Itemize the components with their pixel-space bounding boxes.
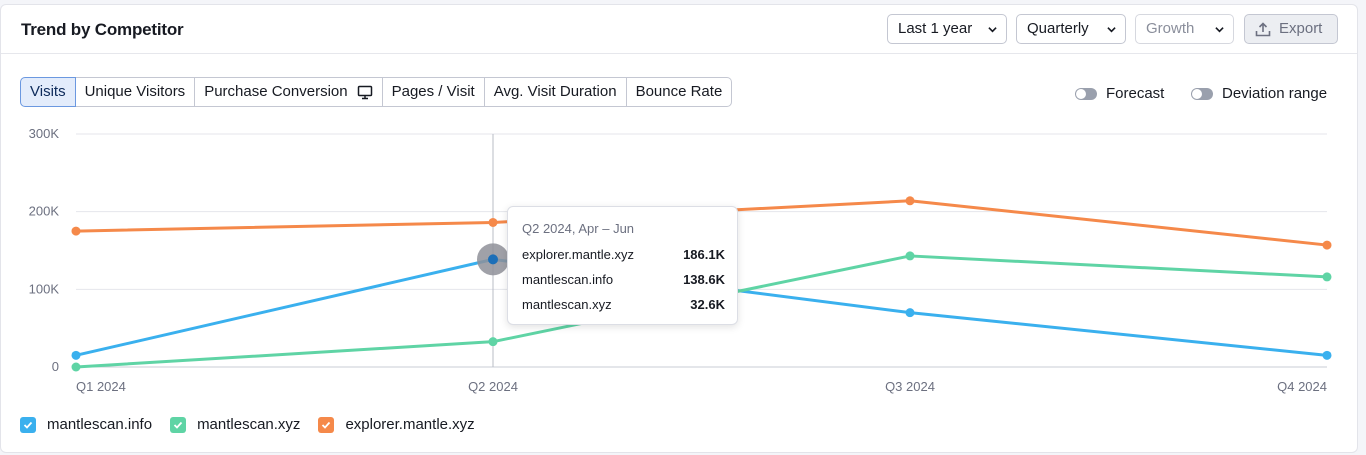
tab-avg-visit-duration[interactable]: Avg. Visit Duration (484, 77, 627, 107)
period-label: Last 1 year (898, 20, 973, 37)
data-point (71, 362, 81, 372)
chevron-down-icon (988, 27, 997, 33)
tab-bounce-rate[interactable]: Bounce Rate (626, 77, 733, 107)
tooltip-title: Q2 2024, Apr – Jun (522, 221, 635, 236)
y-tick-label: 0 (52, 359, 59, 374)
tooltip-row: explorer.mantle.xyz 186.1K (522, 247, 725, 262)
tooltip-series-name: mantlescan.info (522, 272, 614, 287)
tooltip-series-value: 138.6K (683, 272, 725, 287)
data-point (71, 226, 81, 236)
chevron-down-icon (1107, 27, 1116, 33)
toggle-switch[interactable] (1191, 87, 1213, 100)
chevron-down-icon (1215, 27, 1224, 33)
monitor-icon (357, 85, 372, 99)
deviation-range-toggle[interactable]: Deviation range (1191, 85, 1327, 102)
tab-label: Visits (30, 83, 66, 100)
x-tick-label: Q4 2024 (1277, 379, 1327, 394)
check-icon (23, 421, 33, 429)
check-icon (173, 421, 183, 429)
tab-label: Pages / Visit (391, 83, 475, 100)
card-title: Trend by Competitor (21, 20, 184, 39)
tab-label: Bounce Rate (635, 83, 723, 100)
tooltip-series-value: 186.1K (683, 247, 725, 262)
metric-tabs: Visits Unique Visitors Purchase Conversi… (20, 77, 733, 107)
checkbox[interactable] (318, 416, 335, 433)
checkbox[interactable] (20, 416, 36, 433)
upload-icon (1255, 22, 1271, 37)
forecast-toggle[interactable]: Forecast (1075, 85, 1164, 102)
legend-item-explorer-mantle-xyz[interactable]: explorer.mantle.xyz (318, 416, 475, 433)
x-tick-label: Q1 2024 (76, 379, 126, 394)
growth-label: Growth (1146, 20, 1195, 37)
data-point (905, 196, 915, 206)
data-point (1322, 272, 1332, 282)
data-point (488, 217, 498, 227)
granularity-dropdown[interactable]: Quarterly (1016, 14, 1126, 44)
y-tick-label: 300K (29, 126, 60, 141)
tooltip-series-name: explorer.mantle.xyz (522, 247, 634, 262)
legend-label: mantlescan.info (47, 416, 153, 433)
tab-label: Unique Visitors (84, 83, 186, 100)
card-header: Trend by Competitor Last 1 year Quarterl… (1, 5, 1357, 54)
check-icon (322, 421, 331, 429)
x-tick-label: Q3 2024 (885, 379, 935, 394)
tooltip-row: mantlescan.xyz 32.6K (522, 297, 725, 312)
trend-card: Trend by Competitor Last 1 year Quarterl… (0, 4, 1358, 453)
legend-item-mantlescan-info[interactable]: mantlescan.info (20, 416, 152, 433)
export-label: Export (1279, 20, 1323, 37)
data-point (488, 254, 498, 265)
legend-label: explorer.mantle.xyz (345, 416, 475, 433)
tab-label: Purchase Conversion (204, 83, 348, 100)
data-point (71, 350, 81, 360)
data-point (1322, 240, 1332, 250)
legend-item-mantlescan-xyz[interactable]: mantlescan.xyz (170, 416, 300, 433)
chart-legend: mantlescan.info mantlescan.xyz explorer.… (20, 416, 493, 433)
x-tick-label: Q2 2024 (468, 379, 518, 394)
legend-label: mantlescan.xyz (197, 416, 301, 433)
y-tick-label: 100K (29, 281, 60, 296)
y-tick-label: 200K (29, 204, 60, 219)
granularity-label: Quarterly (1027, 20, 1089, 37)
tab-visits[interactable]: Visits (20, 77, 76, 107)
forecast-label: Forecast (1106, 85, 1165, 102)
tab-pages-per-visit[interactable]: Pages / Visit (382, 77, 485, 107)
data-point (488, 337, 498, 347)
data-point (1322, 350, 1332, 360)
data-point (905, 251, 915, 261)
export-button[interactable]: Export (1244, 14, 1338, 44)
deviation-label: Deviation range (1222, 85, 1328, 102)
period-dropdown[interactable]: Last 1 year (887, 14, 1007, 44)
data-point (905, 308, 915, 318)
tooltip-row: mantlescan.info 138.6K (522, 272, 725, 287)
chart-tooltip: Q2 2024, Apr – Jun explorer.mantle.xyz 1… (507, 206, 738, 325)
tab-unique-visitors[interactable]: Unique Visitors (75, 77, 196, 107)
tooltip-series-value: 32.6K (690, 297, 725, 312)
tooltip-series-name: mantlescan.xyz (522, 297, 612, 312)
toggle-switch[interactable] (1075, 87, 1097, 100)
checkbox[interactable] (170, 416, 187, 433)
tab-purchase-conversion[interactable]: Purchase Conversion (195, 77, 383, 107)
tab-label: Avg. Visit Duration (493, 83, 617, 100)
growth-dropdown[interactable]: Growth (1135, 14, 1234, 44)
